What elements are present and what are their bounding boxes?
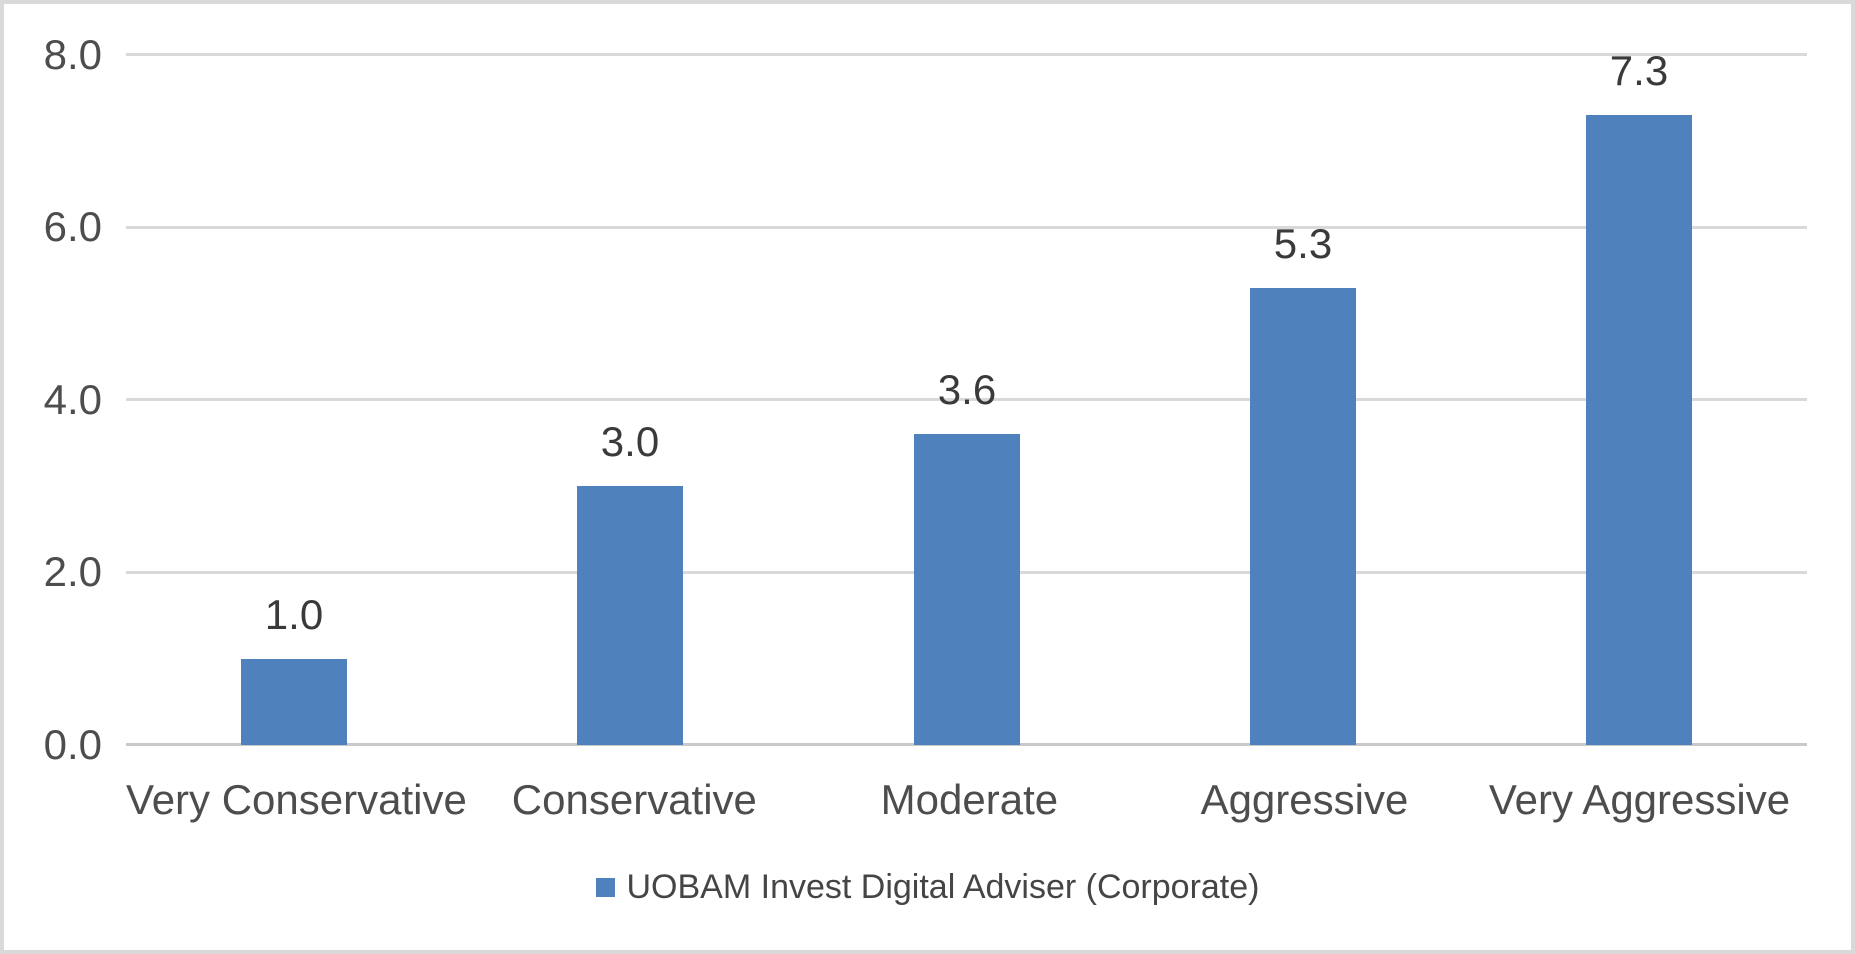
bar-value-label: 1.0 (264, 591, 324, 638)
bar-value-label: 3.6 (937, 366, 997, 413)
bar-value-label: 5.3 (1273, 220, 1333, 267)
bar (1586, 115, 1692, 745)
bar (241, 659, 347, 745)
gridline (126, 226, 1807, 229)
y-tick-label: 2.0 (43, 548, 102, 595)
x-category-label: Very Aggressive (1488, 776, 1791, 823)
y-tick-label: 8.0 (43, 31, 102, 78)
bar-value-label: 7.3 (1609, 47, 1669, 94)
x-category-label: Very Conservative (126, 776, 467, 823)
gridline (126, 53, 1807, 56)
bar (1250, 288, 1356, 745)
legend-color-swatch-icon (595, 877, 615, 897)
x-axis: Very Conservative Conservative Moderate Agg… (126, 775, 1807, 825)
bar (914, 434, 1020, 745)
y-tick-label: 0.0 (43, 721, 102, 768)
x-category-label: Moderate (880, 776, 1059, 823)
bar-value-label: 3.0 (600, 418, 660, 465)
x-category-label: Aggressive (1200, 776, 1409, 823)
gridline (126, 398, 1807, 401)
x-category-label: Conservative (511, 776, 757, 823)
legend: UOBAM Invest Digital Adviser (Corporate) (4, 866, 1851, 908)
bar (577, 486, 683, 745)
y-tick-label: 4.0 (43, 376, 102, 423)
plot-area: 1.0 3.0 3.6 5.3 7.3 (126, 47, 1807, 746)
y-axis: 0.0 2.0 4.0 6.0 8.0 (4, 31, 102, 768)
legend-label: UOBAM Invest Digital Adviser (Corporate) (626, 867, 1260, 906)
y-tick-label: 6.0 (43, 203, 102, 250)
